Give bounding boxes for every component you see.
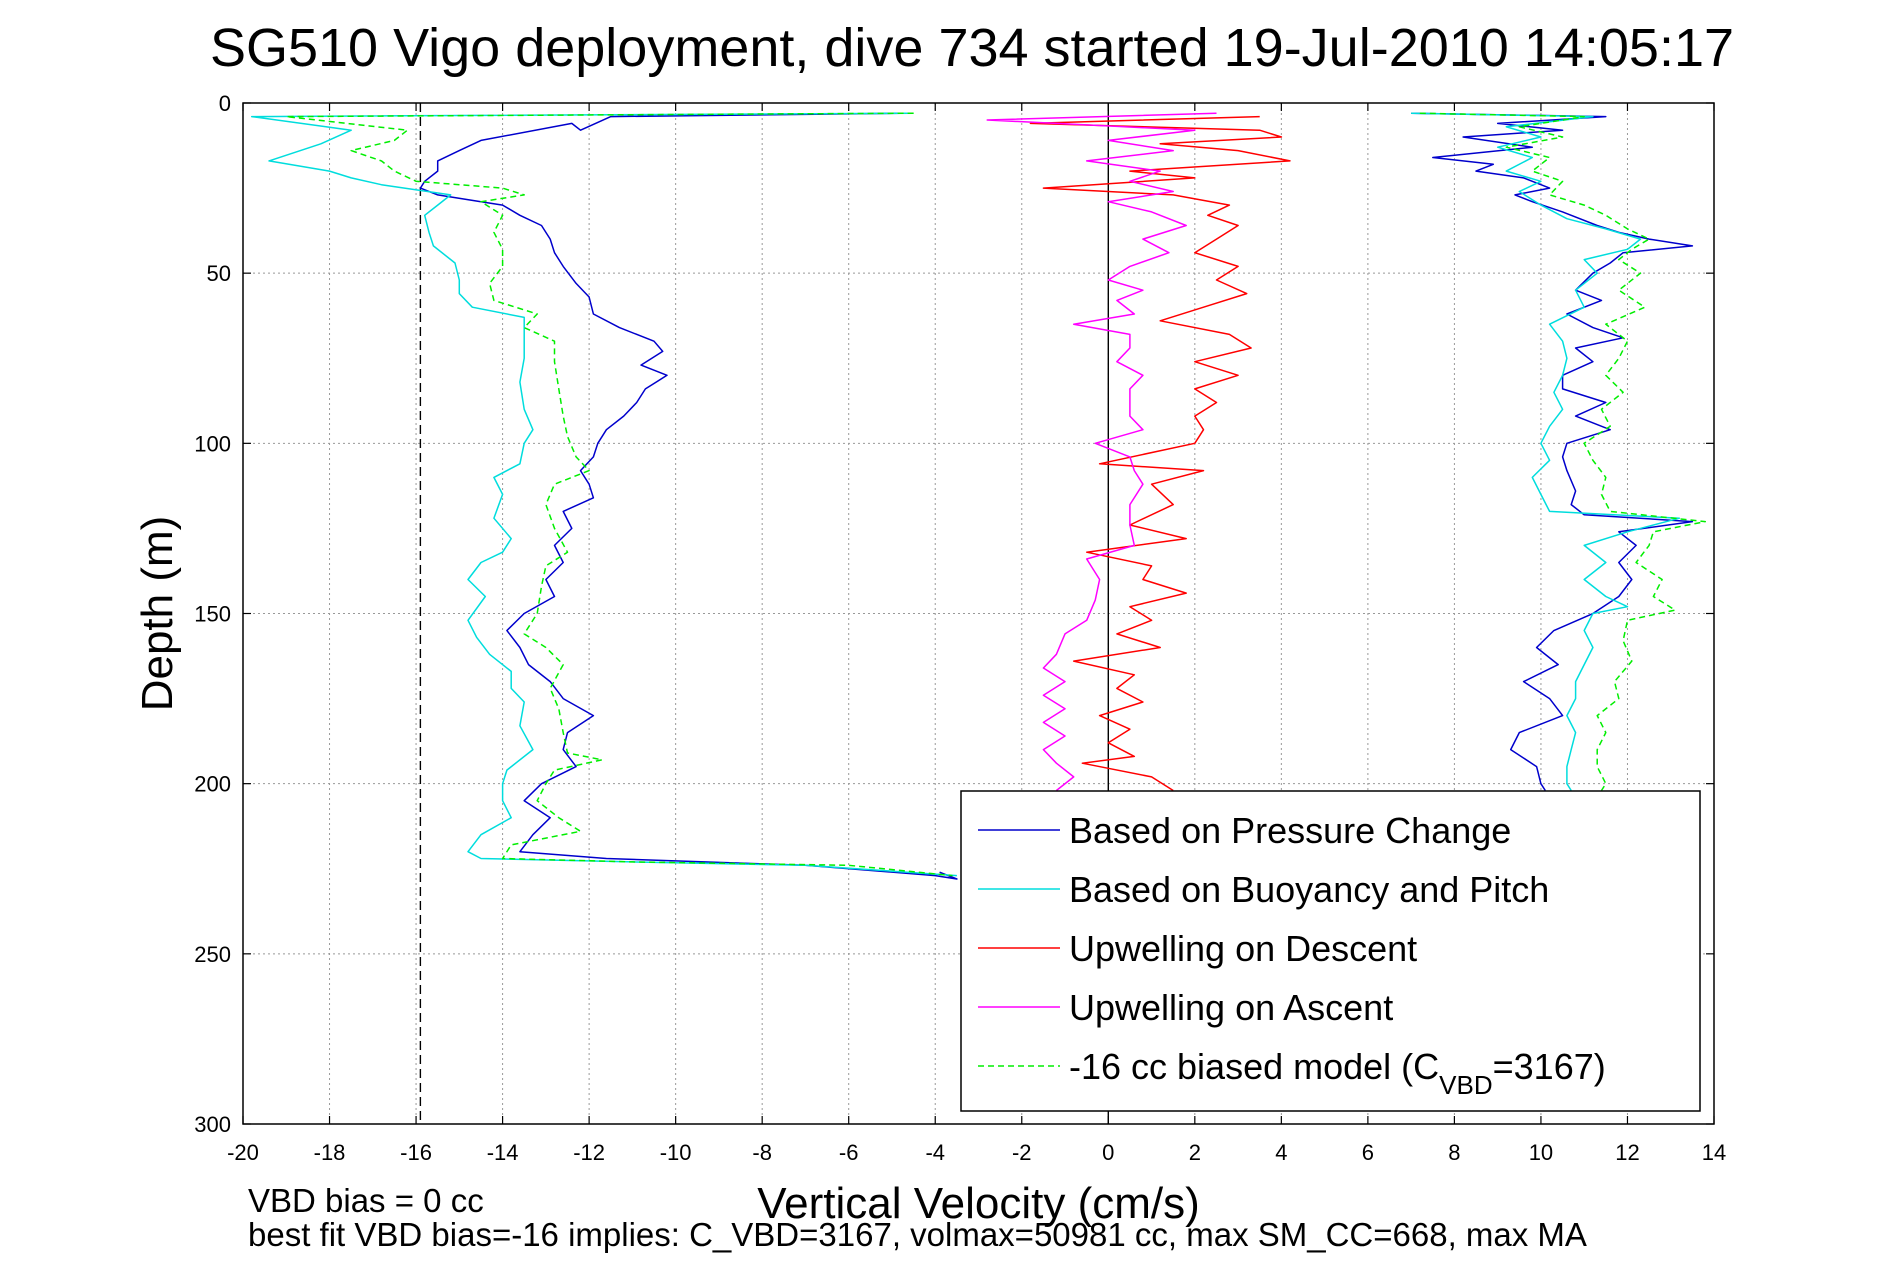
legend-label: Based on Buoyancy and Pitch xyxy=(1069,869,1549,910)
x-tick-label: 2 xyxy=(1189,1140,1201,1165)
y-tick-label: 250 xyxy=(194,942,231,967)
series-line-1: Based on Pressure Change xyxy=(419,112,958,880)
y-tick-label: 150 xyxy=(194,602,231,627)
series-line-4: Upwelling on Ascent xyxy=(986,112,1217,792)
x-tick-label: -8 xyxy=(752,1140,772,1165)
x-tick-label: -4 xyxy=(925,1140,945,1165)
x-tick-label: -2 xyxy=(1012,1140,1032,1165)
series-line-2: Based on Buoyancy and Pitch xyxy=(250,112,957,877)
vbd-bias-note: VBD bias = 0 cc xyxy=(248,1182,484,1219)
x-tick-label: -18 xyxy=(314,1140,346,1165)
x-tick-label: 14 xyxy=(1702,1140,1726,1165)
x-tick-label: 4 xyxy=(1275,1140,1287,1165)
x-axis-ticks: -20 -18 -16 -14 -12 -10 -8 -6 -4 -2 0 2 4 6 8 10 12 14 xyxy=(227,103,1726,1165)
series-line-6: Pressure change (ascent) xyxy=(1411,112,1694,791)
x-tick-label: -6 xyxy=(839,1140,859,1165)
x-tick-label: 6 xyxy=(1362,1140,1374,1165)
best-fit-note: best fit VBD bias=-16 implies: C_VBD=316… xyxy=(248,1216,1587,1253)
series-line-5: -16 cc biased model (C_VBD=3167) xyxy=(285,112,953,877)
x-tick-label: 0 xyxy=(1102,1140,1114,1165)
y-axis-label: Depth (m) xyxy=(133,516,182,712)
x-tick-label: -14 xyxy=(487,1140,519,1165)
y-tick-label: 50 xyxy=(207,261,231,286)
x-axis-label: Vertical Velocity (cm/s) xyxy=(757,1179,1200,1228)
series-line-7: Buoyancy and pitch (ascent) xyxy=(1411,112,1681,791)
y-tick-label: 100 xyxy=(194,431,231,456)
series-line-3: Upwelling on Descent xyxy=(1029,115,1291,792)
y-axis-ticks: 0 50 100 150 200 250 300 xyxy=(194,91,1714,1137)
legend-label: Upwelling on Ascent xyxy=(1069,987,1393,1028)
x-tick-label: 10 xyxy=(1529,1140,1553,1165)
x-tick-label: -12 xyxy=(573,1140,605,1165)
y-tick-label: 200 xyxy=(194,772,231,797)
y-tick-label: 300 xyxy=(194,1112,231,1137)
series-line-8: Biased model (ascent) xyxy=(1419,112,1707,791)
legend-label-subscript: VBD xyxy=(1439,1070,1492,1100)
legend-box xyxy=(960,790,1701,1112)
chart-legend: Based on Pressure Change Based on Buoyanc… xyxy=(960,790,1701,1112)
chart-title: SG510 Vigo deployment, dive 734 started … xyxy=(210,18,1734,78)
x-tick-label: 8 xyxy=(1448,1140,1460,1165)
x-tick-label: 12 xyxy=(1615,1140,1639,1165)
y-tick-label: 0 xyxy=(219,91,231,116)
x-tick-label: -10 xyxy=(660,1140,692,1165)
x-tick-label: -20 xyxy=(227,1140,259,1165)
x-tick-label: -16 xyxy=(400,1140,432,1165)
legend-label: Upwelling on Descent xyxy=(1069,928,1417,969)
legend-label: Based on Pressure Change xyxy=(1069,810,1511,851)
